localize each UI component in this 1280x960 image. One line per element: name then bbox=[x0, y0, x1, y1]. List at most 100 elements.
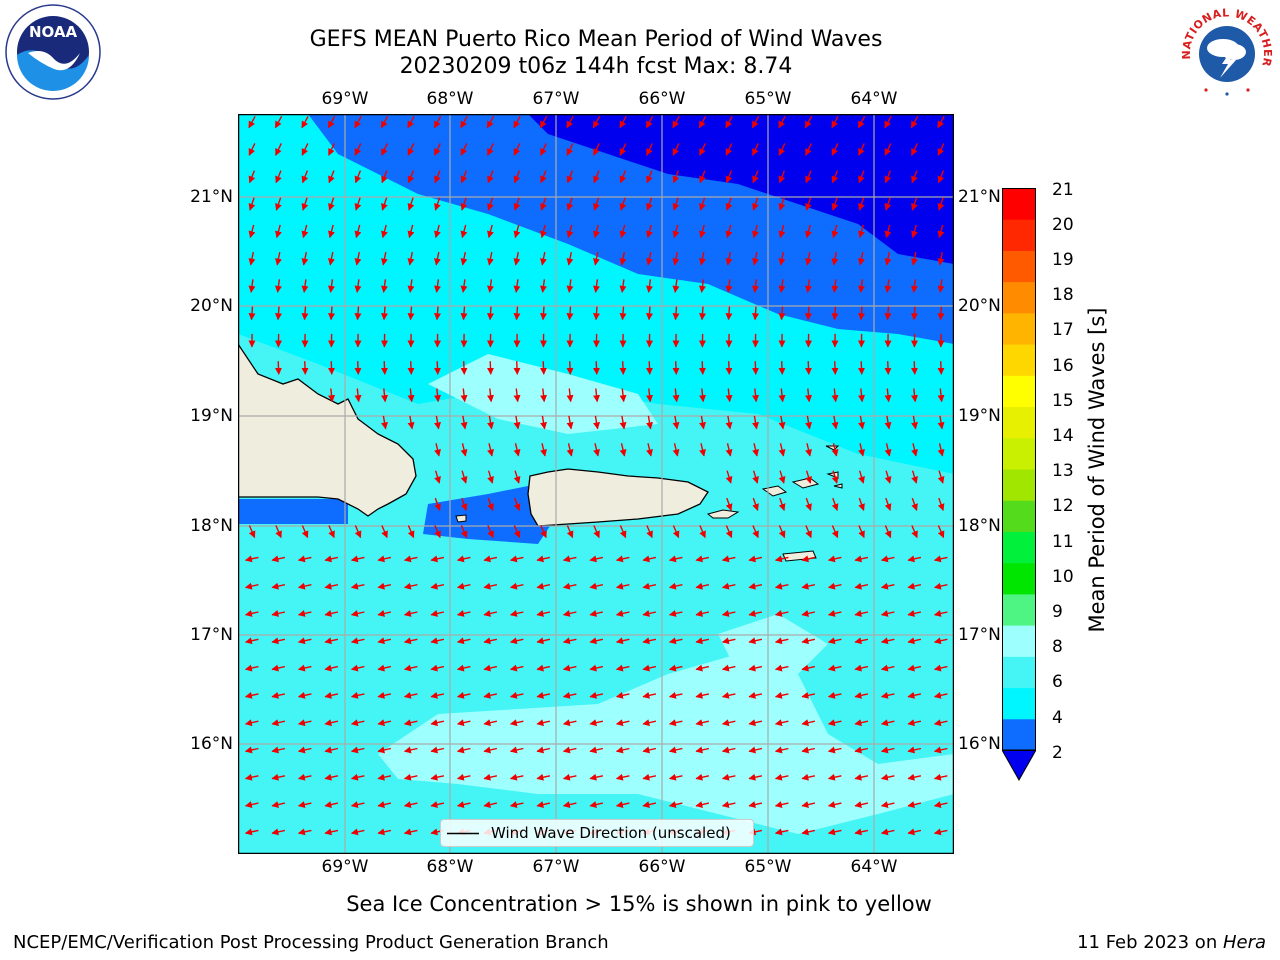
wave-direction-arrow bbox=[695, 746, 710, 754]
wave-direction-arrow bbox=[513, 251, 521, 266]
wave-direction-arrow bbox=[430, 664, 445, 672]
wave-direction-arrow bbox=[456, 610, 471, 617]
wave-direction-arrow bbox=[672, 306, 680, 321]
wave-direction-arrow bbox=[751, 115, 760, 129]
wave-direction-arrow bbox=[434, 224, 441, 239]
wave-direction-arrow bbox=[593, 170, 600, 184]
wave-direction-arrow bbox=[350, 610, 365, 617]
wave-direction-arrow bbox=[857, 306, 865, 321]
wave-direction-arrow bbox=[566, 170, 574, 184]
wave-direction-arrow bbox=[381, 170, 388, 184]
wave-direction-arrow bbox=[884, 306, 892, 321]
footer-credit: NCEP/EMC/Verification Post Processing Pr… bbox=[13, 932, 609, 953]
wave-direction-arrow bbox=[509, 637, 524, 645]
wave-direction-arrow bbox=[328, 388, 336, 403]
wave-direction-arrow bbox=[540, 170, 547, 184]
wave-direction-arrow bbox=[271, 746, 286, 754]
wave-direction-arrow bbox=[911, 415, 918, 430]
wave-direction-arrow bbox=[486, 115, 495, 129]
wave-direction-arrow bbox=[244, 610, 259, 617]
wave-direction-arrow bbox=[831, 224, 839, 239]
wave-direction-arrow bbox=[377, 610, 392, 617]
wave-direction-arrow bbox=[460, 224, 468, 239]
wave-direction-arrow bbox=[884, 197, 892, 211]
wave-direction-arrow bbox=[642, 691, 657, 699]
wave-direction-arrow bbox=[827, 773, 842, 781]
colorbar-tick-label: 20 bbox=[1052, 215, 1074, 235]
wave-direction-arrow bbox=[646, 361, 654, 375]
wave-direction-arrow bbox=[301, 170, 309, 184]
wave-direction-arrow bbox=[721, 555, 736, 563]
wave-direction-arrow bbox=[271, 664, 286, 672]
wave-direction-arrow bbox=[695, 801, 710, 808]
colorbar-band bbox=[1002, 312, 1036, 345]
wave-direction-arrow bbox=[589, 773, 604, 781]
wave-direction-arrow bbox=[275, 224, 282, 239]
wave-direction-arrow bbox=[774, 719, 789, 727]
wave-direction-arrow bbox=[937, 224, 945, 239]
wave-direction-arrow bbox=[778, 525, 786, 539]
wave-direction-arrow bbox=[301, 115, 309, 129]
wave-direction-arrow bbox=[271, 691, 286, 699]
wave-direction-arrow bbox=[536, 555, 551, 563]
wave-direction-arrow bbox=[858, 497, 865, 511]
wave-direction-arrow bbox=[911, 497, 918, 511]
wave-direction-arrow bbox=[456, 746, 471, 754]
wave-direction-arrow bbox=[407, 197, 415, 211]
wave-direction-arrow bbox=[593, 251, 600, 266]
wave-direction-arrow bbox=[328, 170, 335, 184]
wave-direction-arrow bbox=[827, 610, 842, 617]
lat-label-left: 21°N bbox=[190, 187, 233, 207]
wave-direction-arrow bbox=[884, 143, 892, 156]
wave-direction-arrow bbox=[354, 306, 362, 321]
wave-direction-arrow bbox=[619, 388, 627, 403]
wave-period-zone-2-4-hispaniola bbox=[238, 499, 348, 524]
wave-direction-arrow bbox=[778, 415, 786, 430]
wave-direction-arrow bbox=[699, 170, 706, 184]
wave-direction-arrow bbox=[536, 691, 551, 699]
footer-host: Hera bbox=[1222, 932, 1266, 953]
wave-direction-arrow bbox=[752, 251, 759, 266]
colorbar-tick-label: 18 bbox=[1052, 285, 1074, 305]
wave-direction-arrow bbox=[487, 279, 494, 293]
wave-direction-arrow bbox=[301, 197, 309, 211]
wave-direction-arrow bbox=[695, 773, 710, 781]
wave-direction-arrow bbox=[884, 497, 892, 511]
wave-direction-arrow bbox=[725, 306, 733, 321]
wave-direction-arrow bbox=[646, 525, 653, 539]
wave-direction-arrow bbox=[354, 525, 362, 539]
wave-direction-arrow bbox=[513, 415, 521, 430]
wave-direction-arrow bbox=[513, 143, 521, 156]
wave-direction-arrow bbox=[831, 143, 839, 156]
wave-direction-arrow bbox=[350, 637, 365, 645]
wave-direction-arrow bbox=[301, 143, 309, 156]
wave-direction-arrow bbox=[752, 443, 759, 457]
wave-direction-arrow bbox=[248, 224, 256, 239]
wave-direction-arrow bbox=[562, 719, 577, 727]
wave-direction-arrow bbox=[407, 143, 415, 156]
wave-direction-arrow bbox=[911, 143, 918, 156]
colorbar-band bbox=[1002, 687, 1036, 720]
wave-direction-arrow bbox=[805, 224, 812, 239]
wave-direction-arrow bbox=[752, 361, 760, 375]
wave-direction-arrow bbox=[668, 637, 683, 645]
wave-direction-arrow bbox=[350, 691, 365, 699]
wave-direction-arrow bbox=[297, 664, 312, 672]
wave-direction-arrow bbox=[778, 443, 786, 457]
wave-direction-arrow bbox=[615, 746, 630, 754]
wave-direction-arrow bbox=[593, 388, 601, 403]
wave-direction-arrow bbox=[933, 828, 948, 836]
wave-direction-arrow bbox=[619, 197, 627, 211]
colorbar-band bbox=[1002, 656, 1036, 689]
wave-direction-arrow bbox=[271, 773, 286, 781]
wave-direction-arrow bbox=[698, 306, 706, 321]
wave-direction-arrow bbox=[377, 801, 392, 808]
wave-direction-arrow bbox=[752, 170, 759, 184]
wave-direction-arrow bbox=[805, 470, 812, 484]
colorbar-tick-label: 15 bbox=[1052, 391, 1074, 411]
wave-direction-arrow bbox=[324, 801, 339, 808]
wave-direction-arrow bbox=[880, 828, 895, 836]
lat-label-right: 18°N bbox=[958, 516, 1001, 536]
wave-direction-arrow bbox=[668, 773, 683, 781]
wave-direction-arrow bbox=[540, 143, 547, 156]
